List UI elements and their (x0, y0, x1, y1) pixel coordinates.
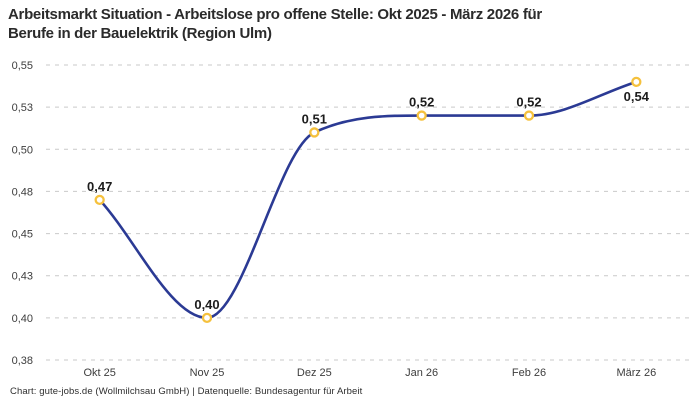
data-point-label: 0,51 (302, 111, 327, 126)
data-line (98, 80, 638, 320)
x-axis-label: Dez 25 (297, 367, 332, 379)
y-axis-label: 0,40 (12, 313, 33, 325)
chart-credit: Chart: gute-jobs.de (Wollmilchsau GmbH) … (10, 386, 363, 397)
x-axis-label: Feb 26 (512, 367, 546, 379)
chart-title-line-2: Berufe in der Bauelektrik (Region Ulm) (8, 25, 272, 42)
data-point-label: 0,47 (87, 179, 112, 194)
y-axis-label: 0,50 (12, 144, 33, 156)
data-point-marker (631, 76, 642, 88)
chart-title-line-1: Arbeitsmarkt Situation - Arbeitslose pro… (8, 6, 542, 23)
data-point-marker (94, 194, 105, 206)
x-axis-label: März 26 (616, 367, 656, 379)
y-axis-label: 0,55 (12, 60, 33, 72)
data-point-marker (201, 312, 213, 324)
data-point-marker (309, 127, 320, 138)
y-axis-label: 0,43 (12, 271, 33, 283)
data-point-label: 0,54 (624, 89, 650, 104)
y-axis-label: 0,38 (12, 355, 33, 367)
x-axis-label: Jan 26 (405, 367, 438, 379)
data-point-marker (523, 110, 535, 121)
x-axis-label: Nov 25 (190, 367, 225, 379)
y-axis-label: 0,45 (12, 229, 33, 241)
y-axis-label: 0,53 (12, 102, 33, 114)
y-axis-label: 0,48 (12, 186, 33, 198)
data-point-label: 0,52 (516, 95, 541, 110)
data-point-label: 0,40 (194, 297, 219, 312)
x-axis-label: Okt 25 (83, 367, 115, 379)
data-point-label: 0,52 (409, 95, 434, 110)
data-point-marker (416, 110, 427, 121)
chart-title: Arbeitsmarkt Situation - Arbeitslose pro… (8, 5, 542, 43)
